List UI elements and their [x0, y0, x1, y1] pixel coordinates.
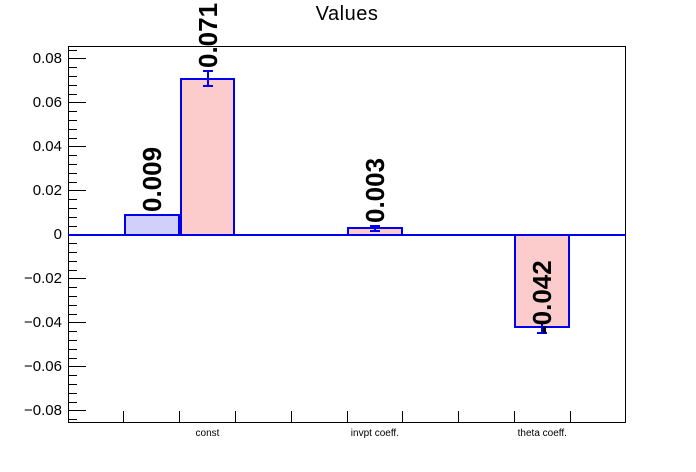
bar-value-label: 0.009: [136, 147, 167, 213]
error-bar-cap-top: [202, 70, 213, 73]
y-minor-tick: [69, 137, 77, 139]
error-bar-line: [541, 321, 544, 333]
error-bar-cap-bottom: [537, 331, 548, 334]
y-minor-tick: [69, 296, 77, 298]
y-minor-tick: [69, 260, 77, 262]
y-minor-tick: [69, 164, 77, 166]
y-minor-tick: [69, 199, 77, 201]
x-tick: [513, 411, 515, 422]
y-minor-tick: [69, 155, 77, 157]
y-minor-tick: [69, 313, 77, 315]
y-tick-label: 0.02: [32, 182, 62, 200]
x-tick: [569, 411, 571, 422]
y-minor-tick: [69, 172, 77, 174]
x-tick: [458, 411, 460, 422]
y-tick-label: −0.06: [24, 358, 62, 376]
y-minor-tick: [69, 111, 77, 113]
x-category-label: invpt coeff.: [350, 428, 399, 439]
bar-value-label: 0.071: [192, 2, 223, 69]
bar-value-label: -0.042: [527, 260, 558, 334]
y-tick-label: 0.06: [32, 94, 62, 112]
y-tick-label: −0.02: [24, 270, 62, 288]
y-minor-tick: [69, 76, 77, 78]
y-tick-label: −0.08: [24, 402, 62, 420]
error-bar-cap-bottom: [369, 229, 380, 232]
y-major-tick: [69, 58, 86, 60]
y-minor-tick: [69, 181, 77, 183]
y-minor-tick: [69, 384, 77, 385]
x-tick: [290, 411, 292, 422]
y-minor-tick: [69, 287, 77, 289]
y-minor-tick: [69, 340, 77, 342]
y-major-tick: [69, 190, 86, 192]
bar: [514, 233, 571, 329]
y-minor-tick: [69, 269, 77, 271]
y-tick-label: 0: [53, 226, 62, 244]
y-minor-tick: [69, 357, 77, 359]
x-tick: [402, 411, 404, 422]
y-tick-label: −0.04: [24, 314, 62, 332]
x-tick: [123, 411, 125, 422]
x-category-label: const: [195, 428, 220, 439]
x-tick: [234, 411, 236, 422]
chart-title: Values: [315, 3, 379, 25]
error-bar-cap-top: [537, 320, 548, 323]
y-minor-tick: [69, 375, 77, 377]
x-tick: [179, 411, 181, 422]
error-bar-line: [373, 226, 376, 231]
error-bar-line: [206, 71, 209, 87]
bar: [179, 77, 236, 236]
y-major-tick: [69, 278, 86, 280]
y-minor-tick: [69, 252, 77, 254]
y-minor-tick: [69, 216, 77, 218]
y-major-tick: [69, 366, 86, 368]
bar-value-label: 0.003: [359, 158, 390, 224]
y-minor-tick: [69, 208, 77, 210]
y-minor-tick: [69, 392, 77, 394]
y-minor-tick: [69, 419, 77, 421]
error-bar-cap-bottom: [202, 85, 213, 88]
y-minor-tick: [69, 120, 77, 122]
y-minor-tick: [69, 243, 77, 245]
y-minor-tick: [69, 401, 77, 403]
y-minor-tick: [69, 128, 77, 130]
y-tick-label: 0.04: [32, 138, 62, 156]
y-tick-label: 0.08: [32, 50, 62, 68]
y-major-tick: [69, 410, 86, 412]
y-minor-tick: [69, 304, 77, 306]
y-minor-tick: [69, 331, 77, 333]
bar: [123, 214, 180, 236]
x-tick: [346, 411, 348, 422]
y-major-tick: [69, 146, 86, 148]
y-minor-tick: [69, 225, 77, 227]
y-minor-tick: [69, 49, 77, 51]
zero-line: [68, 233, 626, 236]
y-major-tick: [69, 102, 86, 104]
y-minor-tick: [69, 93, 77, 95]
error-bar-cap-top: [369, 225, 380, 228]
y-minor-tick: [69, 67, 77, 69]
y-major-tick: [69, 322, 86, 324]
y-minor-tick: [69, 348, 77, 350]
y-minor-tick: [69, 84, 77, 86]
x-category-label: theta coeff.: [517, 428, 567, 439]
